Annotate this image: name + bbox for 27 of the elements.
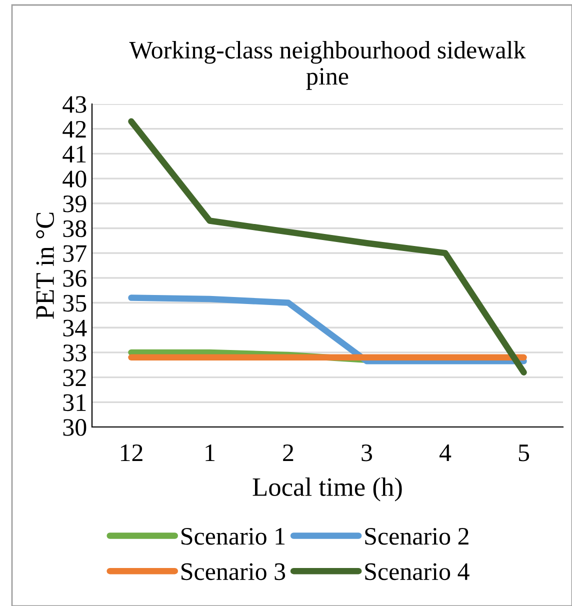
y-tick-label: 36 — [63, 270, 86, 287]
chart-title: Working-class neighbourhood sidewalk pine — [129, 40, 526, 90]
y-tick-label: 33 — [63, 344, 86, 362]
legend-label: Scenario 1 — [182, 528, 285, 545]
y-tick-label: 38 — [63, 220, 86, 238]
legend-label: Scenario 2 — [365, 528, 468, 545]
y-tick-label: 37 — [63, 245, 86, 262]
legend-label: Scenario 3 — [182, 563, 286, 580]
legend-label: Scenario 4 — [365, 563, 470, 580]
y-tick-label: 41 — [62, 146, 86, 162]
x-tick-label: 1 — [206, 444, 214, 462]
y-tick-label: 43 — [62, 96, 86, 113]
x-tick-label: 5 — [518, 444, 530, 462]
y-tick-label: 39 — [63, 196, 86, 212]
y-tick-label: 32 — [63, 369, 86, 386]
y-tick-label: 35 — [63, 294, 86, 312]
x-axis-title: Local time (h) — [252, 477, 402, 502]
x-tick-label: 2 — [283, 444, 294, 462]
y-axis-title: PET in °C — [36, 212, 54, 319]
y-tick-label: 40 — [62, 170, 86, 188]
y-tick-label: 30 — [63, 419, 86, 436]
y-tick-label: 42 — [62, 120, 86, 138]
x-tick-label: 4 — [439, 444, 452, 462]
y-tick-label: 34 — [63, 320, 87, 337]
x-tick-label: 3 — [362, 444, 372, 462]
y-tick-label: 31 — [63, 394, 86, 412]
x-tick-label: 12 — [120, 444, 142, 462]
